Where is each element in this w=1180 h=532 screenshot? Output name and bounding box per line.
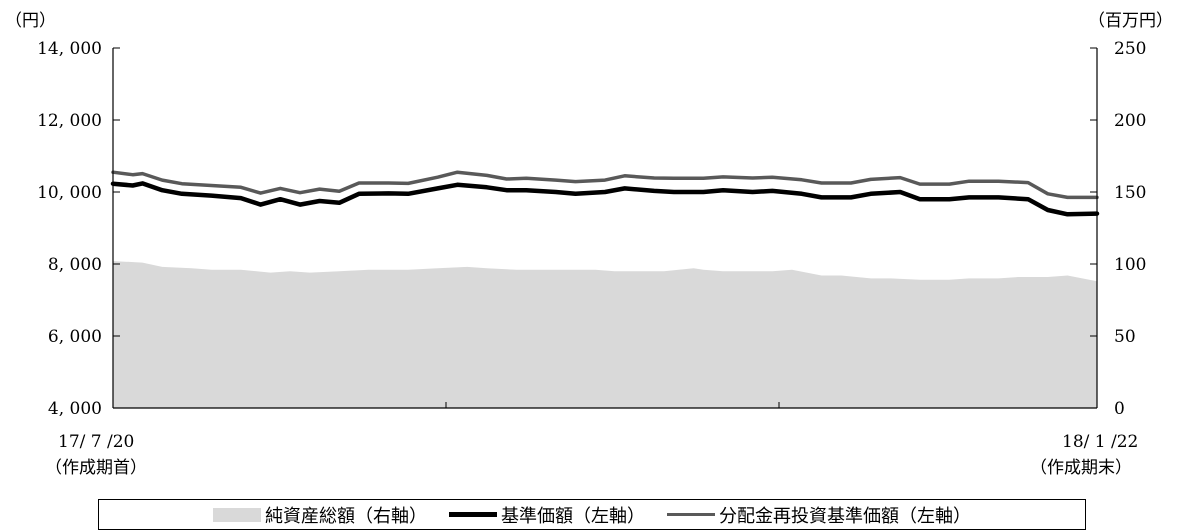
legend-swatch-net-assets	[213, 508, 261, 522]
right-axis-tick-label: 250	[1114, 39, 1146, 59]
left-axis-unit: （円）	[5, 11, 56, 31]
x-start-label: （作成期首）	[45, 458, 147, 478]
left-axis-tick-label: 4, 000	[48, 399, 102, 419]
nav-line	[113, 183, 1097, 214]
left-axis-tick-label: 12, 000	[37, 111, 102, 131]
left-axis-tick-label: 14, 000	[37, 39, 102, 59]
net-assets-area	[113, 261, 1097, 408]
x-end-label: （作成期末）	[1030, 458, 1132, 478]
legend-swatch-reinvested	[667, 513, 715, 516]
left-axis-tick-label: 6, 000	[48, 327, 102, 347]
legend-label-net-assets: 純資産総額（右軸）	[265, 502, 427, 528]
legend-item-nav: 基準価額（左軸）	[449, 502, 645, 528]
legend-item-reinvested: 分配金再投資基準価額（左軸）	[667, 502, 971, 528]
net-assets-area-layer	[113, 261, 1097, 408]
x-end-date: 18/ 1 /22	[1062, 432, 1138, 452]
x-start-date: 17/ 7 /20	[58, 432, 134, 452]
right-axis-tick-label: 200	[1114, 111, 1146, 131]
legend-item-net-assets: 純資産総額（右軸）	[213, 502, 427, 528]
legend-label-nav: 基準価額（左軸）	[501, 502, 645, 528]
legend-swatch-nav	[449, 512, 497, 517]
legend-label-reinvested: 分配金再投資基準価額（左軸）	[719, 502, 971, 528]
left-axis-tick-label: 10, 000	[37, 183, 102, 203]
right-axis-tick-label: 150	[1114, 183, 1146, 203]
right-axis-tick-label: 0	[1114, 399, 1125, 419]
nav-lines-layer	[113, 172, 1097, 214]
right-axis-unit: （百万円）	[1088, 11, 1173, 31]
left-axis-tick-label: 8, 000	[48, 255, 102, 275]
right-axis-tick-label: 50	[1114, 327, 1136, 347]
right-axis-tick-label: 100	[1114, 255, 1146, 275]
legend: 純資産総額（右軸） 基準価額（左軸） 分配金再投資基準価額（左軸）	[98, 499, 1086, 530]
